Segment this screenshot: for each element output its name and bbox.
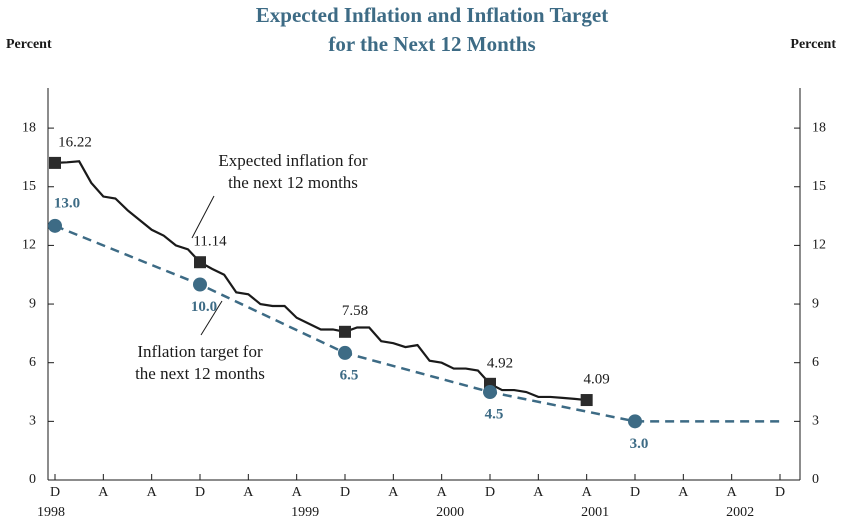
- value-label: 11.14: [193, 234, 227, 250]
- marker: [194, 256, 206, 269]
- x-year-label: 2002: [726, 505, 754, 520]
- chart-title: for the Next 12 Months: [328, 32, 535, 56]
- series-line: [54, 224, 780, 423]
- value-label: 16.22: [58, 134, 92, 150]
- annotation-leader: [191, 195, 215, 239]
- y-tick-label: 3: [29, 414, 36, 429]
- annotation: Expected inflation for: [218, 151, 368, 170]
- x-tick-label: D: [630, 485, 640, 500]
- x-tick-label: D: [485, 485, 495, 500]
- x-tick-label: D: [775, 485, 785, 500]
- marker: [48, 218, 62, 233]
- x-tick-label: A: [727, 485, 738, 500]
- value-label: 13.0: [54, 195, 80, 211]
- value-label: 4.5: [485, 406, 504, 422]
- x-year-label: 2001: [581, 505, 609, 520]
- annotation: the next 12 months: [135, 364, 265, 383]
- annotation: the next 12 months: [228, 173, 358, 192]
- x-tick-label: A: [147, 485, 158, 500]
- marker: [193, 277, 207, 292]
- y-tick-label: 6: [29, 355, 36, 370]
- y-tick-label: 0: [29, 472, 36, 487]
- value-label: 4.92: [487, 355, 513, 371]
- x-tick-label: A: [437, 485, 448, 500]
- x-tick-label: A: [292, 485, 303, 500]
- y-tick-label: 9: [29, 296, 36, 311]
- y2-tick-label: 3: [812, 414, 819, 429]
- marker: [339, 325, 351, 338]
- x-year-label: 1999: [291, 505, 319, 520]
- marker: [483, 385, 497, 400]
- x-tick-label: A: [388, 485, 399, 500]
- x-tick-label: A: [582, 485, 593, 500]
- marker: [580, 394, 593, 407]
- x-year-label: 1998: [37, 505, 65, 520]
- y2-tick-label: 15: [812, 179, 826, 194]
- value-label: 7.58: [342, 303, 368, 319]
- y-tick-label: 15: [22, 179, 36, 194]
- x-tick-label: A: [98, 485, 109, 500]
- value-label: 4.09: [584, 371, 610, 387]
- y2-tick-label: 0: [812, 472, 819, 487]
- marker: [338, 345, 352, 360]
- y2-tick-label: 12: [812, 238, 826, 253]
- x-year-label: 2000: [436, 505, 464, 520]
- annotation-leader: [200, 300, 223, 336]
- value-label: 6.5: [340, 367, 359, 383]
- x-tick-label: D: [50, 485, 60, 500]
- y-axis-label: Percent: [6, 37, 52, 52]
- y2-tick-label: 6: [812, 355, 819, 370]
- marker: [628, 414, 642, 429]
- x-tick-label: D: [195, 485, 205, 500]
- x-tick-label: A: [243, 485, 254, 500]
- y2-tick-label: 9: [812, 296, 819, 311]
- y2-axis-label: Percent: [790, 37, 836, 52]
- series-line: [54, 160, 587, 402]
- y2-tick-label: 18: [812, 120, 826, 135]
- x-tick-label: A: [678, 485, 689, 500]
- y-tick-label: 18: [22, 120, 36, 135]
- x-tick-label: D: [340, 485, 350, 500]
- marker: [49, 156, 61, 169]
- value-label: 3.0: [630, 436, 649, 452]
- y-tick-label: 12: [22, 238, 36, 253]
- annotation: Inflation target for: [137, 342, 263, 361]
- x-tick-label: A: [533, 485, 544, 500]
- value-label: 10.0: [191, 299, 217, 315]
- chart-title: Expected Inflation and Inflation Target: [256, 3, 608, 27]
